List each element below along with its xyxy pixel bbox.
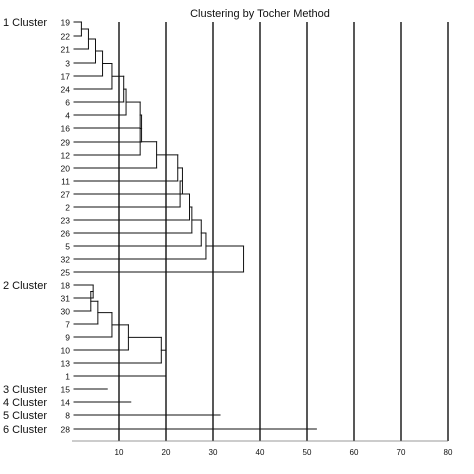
leaf-label: 14	[61, 398, 71, 408]
leaf-label: 22	[61, 32, 71, 42]
x-tick-label: 40	[256, 448, 265, 457]
cluster-label: 5 Cluster	[3, 410, 47, 422]
chart-title: Clustering by Tocher Method	[190, 8, 330, 20]
leaf-label: 3	[65, 59, 70, 69]
leaf-label: 20	[61, 164, 71, 174]
leaf-label: 12	[61, 151, 71, 161]
leaf-labels: 1922213172464162912201127223265322518313…	[61, 18, 71, 435]
leaf-label: 17	[61, 72, 71, 82]
leaf-label: 19	[61, 18, 71, 28]
leaf-label: 16	[61, 124, 71, 134]
leaf-label: 4	[65, 111, 70, 121]
leaf-label: 15	[61, 385, 71, 395]
leaf-label: 8	[65, 411, 70, 421]
leaf-label: 11	[61, 177, 70, 187]
x-tick-label: 30	[209, 448, 218, 457]
leaf-label: 9	[65, 333, 70, 343]
x-tick-label: 20	[162, 448, 171, 457]
leaf-label: 24	[61, 85, 71, 95]
x-tick-label: 10	[115, 448, 124, 457]
leaf-label: 29	[61, 138, 71, 148]
x-axis-tick-labels: 10 20 30 40 50 60 70 80	[115, 448, 453, 457]
leaf-label: 26	[61, 229, 71, 239]
leaf-label: 13	[61, 359, 71, 369]
leaf-label: 10	[61, 346, 71, 356]
leaf-label: 18	[61, 281, 71, 291]
cluster-label: 1 Cluster	[3, 17, 47, 29]
leaf-label: 32	[61, 255, 71, 265]
leaf-label: 7	[65, 320, 70, 330]
leaf-label: 27	[61, 190, 71, 200]
leaf-label: 23	[61, 216, 71, 226]
x-tick-label: 70	[397, 448, 406, 457]
leaf-label: 6	[65, 98, 70, 108]
x-tick-label: 60	[350, 448, 359, 457]
leaf-label: 28	[61, 425, 71, 435]
cluster-label: 6 Cluster	[3, 424, 47, 436]
leaf-label: 25	[61, 268, 71, 278]
leaf-label: 30	[61, 307, 71, 317]
leaf-label: 2	[65, 203, 70, 213]
cluster-label: 3 Cluster	[3, 384, 47, 396]
cluster-label: 2 Cluster	[3, 280, 47, 292]
leaf-label: 21	[61, 45, 71, 55]
leaf-label: 1	[65, 372, 70, 382]
leaf-label: 5	[65, 242, 70, 252]
x-tick-label: 50	[303, 448, 312, 457]
vertical-gridlines	[72, 22, 449, 442]
x-tick-label: 80	[444, 448, 453, 457]
leaf-label: 31	[61, 294, 71, 304]
cluster-label: 4 Cluster	[3, 397, 47, 409]
dendrogram-links	[73, 21, 317, 430]
